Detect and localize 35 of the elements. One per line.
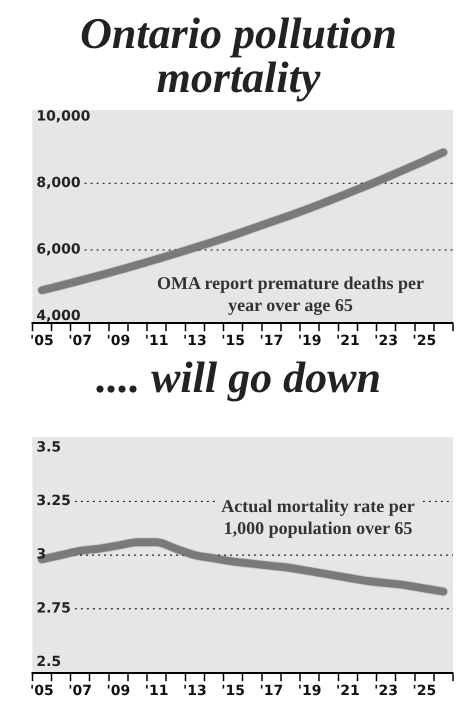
- x-tick-label: '15: [221, 683, 245, 700]
- x-tick-label: '23: [374, 333, 398, 350]
- x-tick-label: '13: [182, 683, 207, 700]
- x-tick-label: '09: [106, 683, 130, 700]
- y-tick-label: 10,000: [36, 108, 91, 124]
- annotation: OMA report premature deaths per year over age 65: [150, 272, 431, 316]
- y-tick-label: 4,000: [36, 308, 81, 324]
- chart-title: Ontario pollution mortality: [79, 9, 398, 102]
- x-tick-label: '11: [144, 683, 169, 700]
- x-tick-label: '19: [298, 333, 322, 350]
- x-tick-label: '17: [259, 683, 284, 700]
- y-tick-label: 3.25: [36, 493, 71, 510]
- x-tick-label: '17: [259, 333, 284, 350]
- x-tick-label: '07: [68, 333, 92, 350]
- x-tick-label: '15: [221, 333, 245, 350]
- x-tick-label: '09: [106, 333, 130, 350]
- x-tick-label: '19: [298, 683, 322, 700]
- x-tick-label: '21: [336, 683, 360, 700]
- x-tick-label: '11: [144, 333, 169, 350]
- y-tick-label: 2.75: [36, 600, 71, 616]
- x-tick-label: '23: [374, 683, 398, 700]
- y-tick-label: 8,000: [36, 174, 81, 191]
- y-tick-label: 2.5: [36, 654, 62, 670]
- x-tick-label: '21: [336, 333, 360, 350]
- y-tick-label: 3: [36, 546, 46, 563]
- x-tick-label: '07: [68, 683, 92, 700]
- y-tick-label: 3.5: [36, 439, 62, 456]
- y-tick-label: 6,000: [36, 242, 81, 258]
- x-tick-label: '25: [412, 333, 436, 350]
- x-tick-label: '25: [412, 683, 436, 700]
- chart-title: .... will go down: [95, 353, 382, 402]
- x-tick-label: '05: [30, 683, 54, 700]
- x-tick-label: '13: [182, 333, 207, 350]
- x-tick-label: '05: [30, 333, 54, 350]
- annotation: Actual mortality rate per 1,000 population over 65: [215, 495, 421, 539]
